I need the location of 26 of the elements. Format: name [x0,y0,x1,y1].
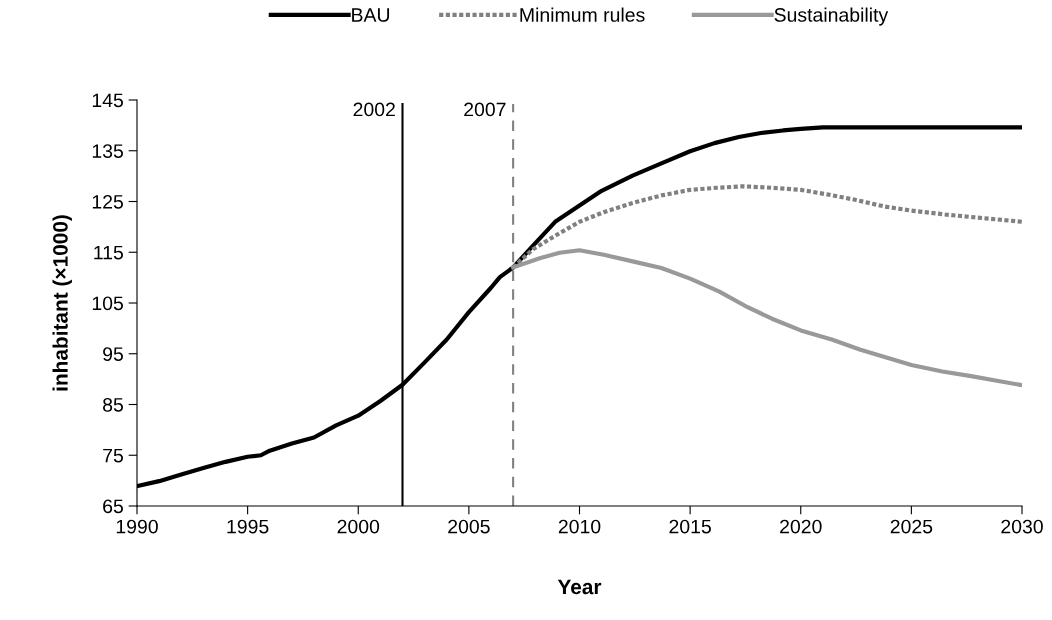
y-axis-title: inhabitant (×1000) [52,215,72,391]
x-axis-title: Year [557,579,602,595]
y-tick-label: 65 [103,499,123,514]
legend-label: Sustainability [774,7,889,26]
ref-line-label: 2007 [464,102,506,117]
x-tick-label: 2015 [669,519,711,534]
x-tick-label: 2025 [890,519,933,534]
x-tick-label: 2005 [448,519,490,534]
x-tick-label: 2000 [337,519,380,534]
legend-label: BAU [352,8,390,22]
y-tick-label: 95 [103,347,123,361]
y-tick-label: 145 [92,93,123,108]
legend-label: Minimum rules [520,7,645,22]
x-tick-label: 2030 [1001,519,1043,534]
x-tick-label: 1990 [116,519,158,534]
ref-line-label: 2002 [353,102,395,117]
y-tick-label: 125 [92,194,123,209]
x-tick-label: 1995 [227,519,269,534]
y-tick-label: 85 [103,397,123,412]
y-tick-label: 115 [94,245,123,260]
y-tick-label: 135 [92,144,123,158]
x-tick-label: 2010 [558,519,601,534]
line-series [511,248,1022,388]
y-tick-label: 105 [92,296,123,311]
y-tick-label: 75 [103,448,123,463]
x-tick-label: 2020 [780,519,822,534]
